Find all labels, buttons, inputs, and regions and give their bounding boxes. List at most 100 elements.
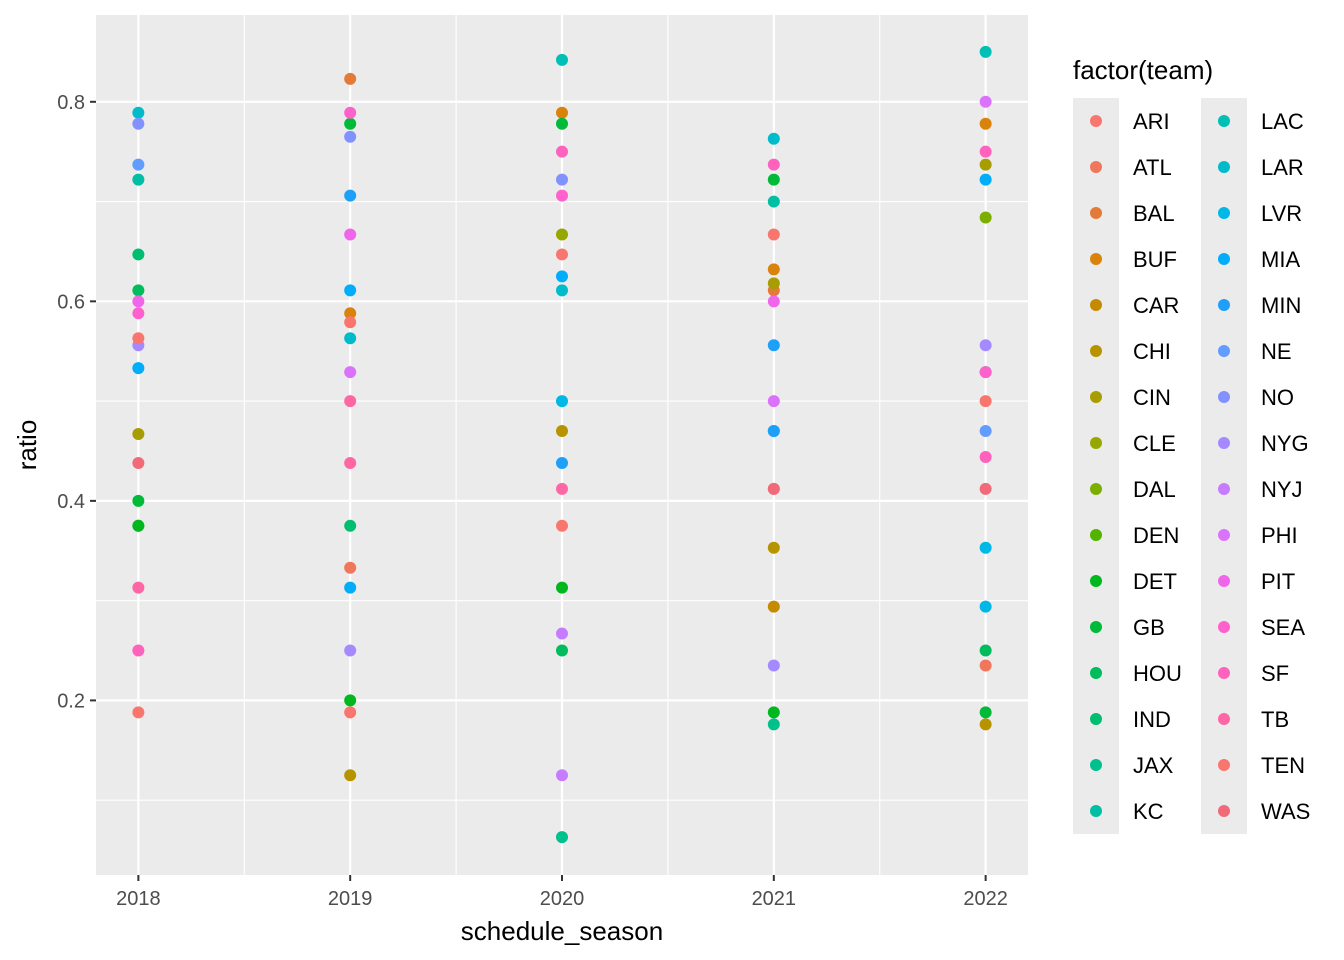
legend-key-background (1073, 98, 1119, 834)
data-point-ten (132, 332, 145, 345)
data-point-min (767, 425, 780, 438)
legend-title: factor(team) (1073, 55, 1213, 85)
data-point-no (344, 130, 357, 143)
legend-key-atl (1090, 161, 1102, 173)
legend-key-cle (1090, 437, 1102, 449)
data-point-sea (979, 366, 992, 379)
data-point-was (979, 482, 992, 495)
legend-label: GB (1133, 615, 1165, 640)
data-point-pit (344, 228, 357, 241)
x-axis-title: schedule_season (461, 916, 663, 946)
data-point-jax (556, 831, 568, 844)
data-point-chi (556, 425, 568, 438)
data-point-car (767, 600, 780, 613)
data-point-was (132, 456, 145, 469)
legend-label: LAC (1261, 109, 1304, 134)
data-point-gb (556, 117, 568, 130)
data-point-mia (344, 284, 357, 297)
legend-key-sea (1218, 621, 1230, 633)
legend-key-was (1218, 805, 1230, 817)
legend-label: NYJ (1261, 477, 1303, 502)
data-point-ari (344, 706, 357, 719)
legend-label: CIN (1133, 385, 1171, 410)
data-point-no (132, 117, 145, 130)
legend-label: SEA (1261, 615, 1305, 640)
legend-label: IND (1133, 707, 1171, 732)
data-points (132, 45, 992, 844)
data-point-nyj (556, 769, 568, 782)
legend-key-ne (1218, 345, 1230, 357)
data-point-nyg (344, 644, 357, 657)
data-point-ind (132, 248, 145, 261)
data-point-lvr (979, 541, 992, 554)
legend-key-chi (1090, 345, 1102, 357)
data-point-dal (979, 211, 992, 224)
x-tick-label: 2021 (752, 888, 797, 910)
y-tick-label: 0.6 (57, 291, 85, 313)
legend-key-det (1090, 575, 1102, 587)
legend-label: DAL (1133, 477, 1176, 502)
legend-key-phi (1218, 529, 1230, 541)
legend-label: DEN (1133, 523, 1179, 548)
data-point-det (767, 706, 780, 719)
legend-label: MIA (1261, 247, 1300, 272)
legend-label: KC (1133, 799, 1164, 824)
legend-key-background (1201, 98, 1247, 834)
legend-label: NE (1261, 339, 1292, 364)
data-point-hou (132, 284, 145, 297)
data-point-min (767, 339, 780, 352)
legend-key-nyg (1218, 437, 1230, 449)
data-point-ind (344, 519, 357, 532)
data-point-phi (344, 366, 357, 379)
data-point-lac (556, 53, 568, 66)
data-point-sf (132, 644, 145, 657)
data-point-min (344, 189, 357, 202)
data-point-buf (979, 117, 992, 130)
legend-key-min (1218, 299, 1230, 311)
data-point-no (556, 173, 568, 186)
legend-key-ten (1218, 759, 1230, 771)
legend-key-gb (1090, 621, 1102, 633)
y-tick-label: 0.4 (57, 491, 85, 513)
data-point-det (556, 581, 568, 594)
data-point-lvr (979, 600, 992, 613)
legend-label: LAR (1261, 155, 1304, 180)
data-point-gb (767, 173, 780, 186)
data-point-ten (979, 395, 992, 408)
legend-label: CHI (1133, 339, 1171, 364)
major-gridlines (96, 15, 1028, 875)
data-point-kc (767, 195, 780, 208)
data-point-mia (132, 362, 145, 375)
data-point-hou (979, 644, 992, 657)
legend-key-lac (1218, 115, 1230, 127)
legend-label: ATL (1133, 155, 1172, 180)
data-point-ari (556, 519, 568, 532)
data-point-phi (979, 95, 992, 108)
y-tick-label: 0.8 (57, 92, 85, 114)
data-point-chi (979, 718, 992, 731)
legend-key-ind (1090, 713, 1102, 725)
data-point-det (344, 694, 357, 707)
data-point-lar (556, 284, 568, 297)
data-point-lvr (556, 395, 568, 408)
legend-label: CAR (1133, 293, 1179, 318)
legend-label: CLE (1133, 431, 1176, 456)
legend-key-no (1218, 391, 1230, 403)
x-tick-label: 2018 (116, 888, 161, 910)
data-point-ne (979, 425, 992, 438)
legend-label: ARI (1133, 109, 1170, 134)
data-point-sea (556, 189, 568, 202)
data-point-chi (767, 541, 780, 554)
data-point-buf (767, 263, 780, 276)
data-point-sea (132, 307, 145, 320)
data-point-gb (344, 117, 357, 130)
legend-label: JAX (1133, 753, 1174, 778)
y-axis-title: ratio (12, 420, 42, 471)
legend-key-kc (1090, 805, 1102, 817)
data-point-lar (344, 332, 357, 345)
data-point-pit (132, 295, 145, 308)
y-axis-ticks: 0.2 0.4 0.6 0.8 (57, 92, 96, 712)
legend: ARI ATL BAL BUF CAR CHI CIN CLE DAL DEN DET GB HOU IN… (1073, 98, 1310, 834)
data-point-buf (344, 307, 357, 320)
